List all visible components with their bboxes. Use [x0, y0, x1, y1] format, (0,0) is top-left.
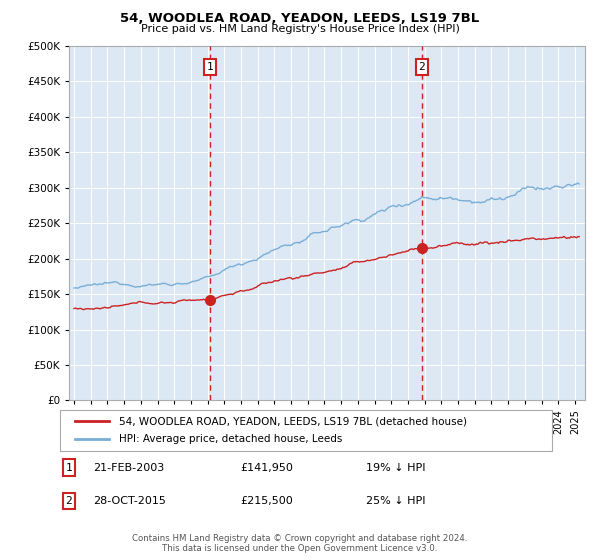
Text: £215,500: £215,500	[240, 496, 293, 506]
Text: 19% ↓ HPI: 19% ↓ HPI	[366, 463, 425, 473]
Text: 2: 2	[418, 62, 425, 72]
Text: 54, WOODLEA ROAD, YEADON, LEEDS, LS19 7BL (detached house): 54, WOODLEA ROAD, YEADON, LEEDS, LS19 7B…	[119, 417, 467, 426]
FancyBboxPatch shape	[60, 410, 552, 451]
Text: 21-FEB-2003: 21-FEB-2003	[93, 463, 164, 473]
Text: 54, WOODLEA ROAD, YEADON, LEEDS, LS19 7BL: 54, WOODLEA ROAD, YEADON, LEEDS, LS19 7B…	[121, 12, 479, 25]
Text: Price paid vs. HM Land Registry's House Price Index (HPI): Price paid vs. HM Land Registry's House …	[140, 24, 460, 34]
Text: 28-OCT-2015: 28-OCT-2015	[93, 496, 166, 506]
Text: 2: 2	[65, 496, 73, 506]
Text: Contains HM Land Registry data © Crown copyright and database right 2024.
This d: Contains HM Land Registry data © Crown c…	[132, 534, 468, 553]
Text: £141,950: £141,950	[240, 463, 293, 473]
Text: 25% ↓ HPI: 25% ↓ HPI	[366, 496, 425, 506]
Text: 1: 1	[65, 463, 73, 473]
Text: 1: 1	[206, 62, 213, 72]
Text: HPI: Average price, detached house, Leeds: HPI: Average price, detached house, Leed…	[119, 435, 343, 444]
